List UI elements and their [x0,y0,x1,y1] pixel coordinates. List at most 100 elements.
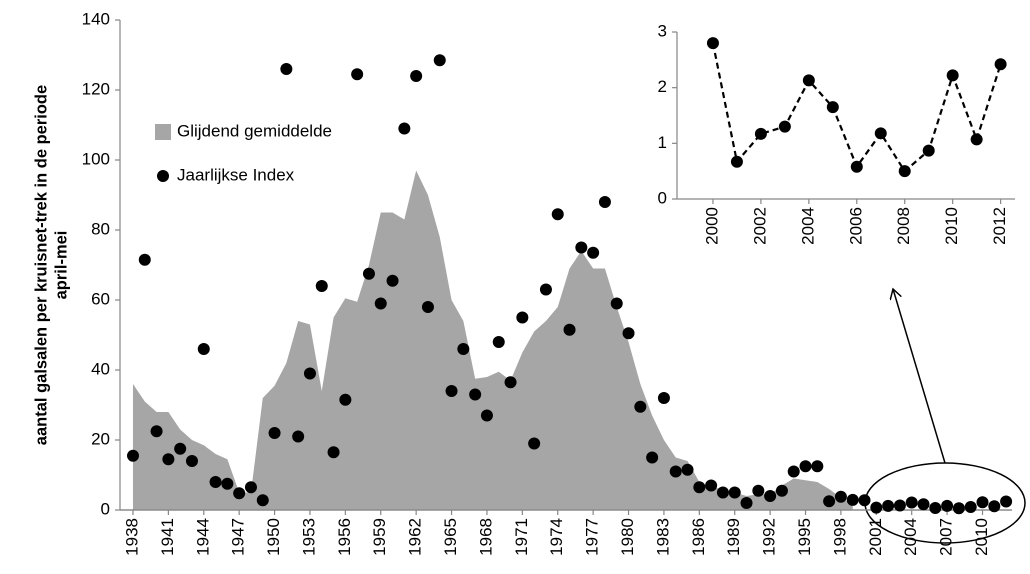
point [988,500,1001,513]
x-tick-label: 2001 [866,518,885,556]
x-tick-label: 1977 [583,518,602,556]
point [410,70,423,82]
x-tick-label: 1974 [547,518,566,556]
point [197,343,210,355]
point [256,494,269,507]
point [764,490,777,502]
point [705,479,718,492]
point [185,455,198,467]
point [922,144,935,157]
x-tick-label: 1947 [229,518,248,556]
point [941,499,954,512]
x-tick-label: 2007 [937,518,956,556]
point [898,165,911,178]
area [132,170,853,510]
point [823,495,836,508]
y-tick-label: 0 [101,499,110,518]
point [374,297,387,310]
point [315,280,328,292]
point [787,465,800,478]
legend-label: Glijdend gemiddelde [177,121,332,140]
point [834,490,847,503]
x-tick-label: 1980 [618,518,637,556]
point [327,446,340,459]
line [711,42,1002,173]
point [1000,495,1013,508]
point [445,385,458,397]
point [551,208,564,221]
x-tick-label: 1956 [335,518,354,556]
x-tick-label: 1938 [122,518,141,556]
x-tick-label: 2008 [894,207,913,245]
point [351,68,364,81]
y-axis-label: aantal galsalen per kruisnet-trek in de … [32,85,50,445]
point [929,501,942,514]
point [706,37,719,50]
point [799,460,812,473]
x-tick-label: 2000 [702,207,721,245]
point [221,477,234,490]
point [893,499,906,512]
point [174,442,187,455]
point [362,267,375,280]
point [634,400,647,413]
point [994,58,1007,71]
point [610,297,623,310]
point [716,486,729,499]
point [162,453,175,466]
point [728,486,741,499]
y-tick-label: 20 [91,429,110,448]
y-tick-label: 80 [91,219,110,238]
point [826,101,839,114]
point [528,437,541,450]
point [339,393,352,406]
x-tick-label: 2010 [972,518,991,556]
x-tick-label: 1986 [689,518,708,556]
y-tick-label: 120 [82,79,110,98]
point [952,502,965,515]
point [802,74,815,87]
point [480,409,493,422]
point [858,494,871,507]
point [946,69,959,82]
point [622,327,635,340]
point [386,274,399,287]
point [964,500,977,513]
point [209,476,222,488]
point [970,133,983,146]
y-axis-label: april-mei [52,231,70,300]
x-tick-label: 1998 [830,518,849,556]
point [778,120,791,133]
x-tick-label: 2010 [942,207,961,245]
x-tick-label: 1968 [476,518,495,556]
point [244,481,257,494]
y-tick-label: 1 [658,133,667,152]
x-tick-label: 1944 [193,518,212,556]
x-tick-label: 1941 [158,518,177,556]
x-tick-label: 1953 [299,518,318,556]
y-tick-label: 2 [658,77,667,96]
x-tick-label: 2012 [990,207,1009,245]
point [846,493,859,506]
x-tick-label: 1989 [724,518,743,556]
point [882,499,895,512]
x-tick-label: 2004 [901,518,920,556]
point [976,496,989,509]
point [433,54,446,67]
point [516,311,529,324]
point [421,301,434,313]
point [657,392,670,404]
point [138,253,151,266]
point [740,497,753,509]
legend-swatch [157,170,169,182]
y-tick-label: 60 [91,289,110,308]
x-tick-label: 1971 [512,518,531,556]
y-tick-label: 140 [82,9,110,28]
point [292,430,305,443]
x-tick-label: 1962 [406,518,425,556]
x-tick-label: 2006 [846,207,865,245]
y-tick-label: 3 [658,21,667,40]
point [754,127,767,140]
point [811,460,824,473]
